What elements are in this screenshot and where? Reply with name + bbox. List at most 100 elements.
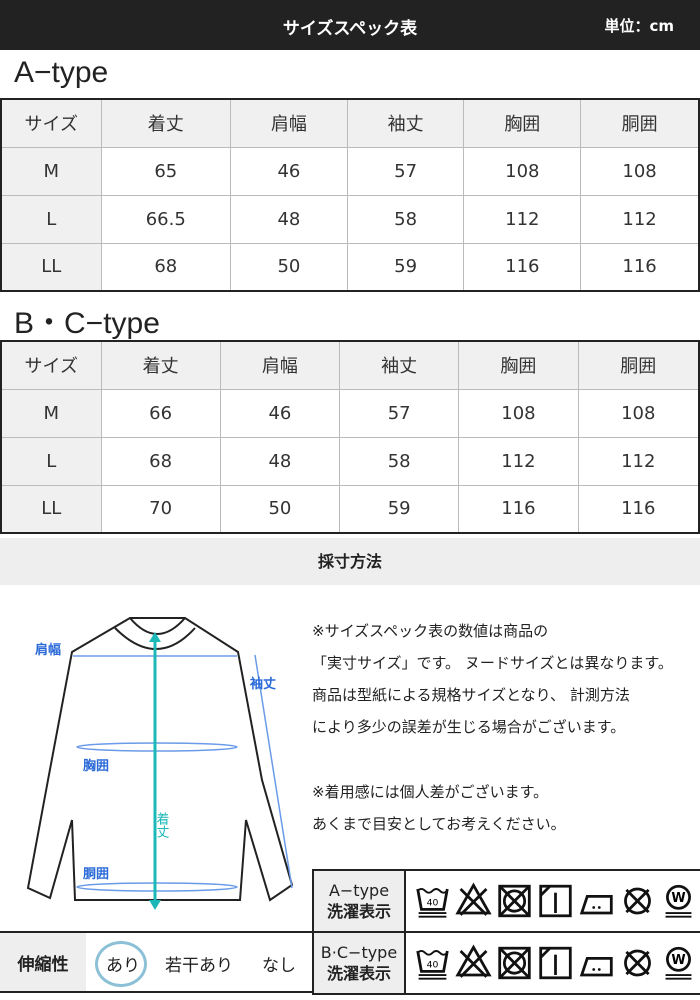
- cell-sleeve: 59: [339, 484, 460, 534]
- stretch-option-slight: 若干あり: [165, 956, 233, 976]
- no-dry-clean-icon: [624, 887, 651, 915]
- column-header-chest: 胸囲: [458, 340, 579, 390]
- table-row: LL 68 50 59 116 116: [0, 242, 700, 292]
- cell-size: M: [0, 388, 102, 438]
- cell-length: 70: [100, 484, 221, 534]
- wet-clean-gentle-icon: W: [665, 884, 692, 918]
- shoulder-label: 肩幅: [35, 642, 61, 658]
- wash-label: 洗濯表示: [326, 964, 391, 983]
- waist-label: 胴囲: [83, 867, 109, 882]
- table-row: L 68 48 58 112 112: [0, 436, 700, 486]
- cell-size: L: [0, 194, 102, 244]
- column-header-sleeve: 袖丈: [346, 98, 465, 148]
- cell-size: L: [0, 436, 102, 486]
- header: サイズスペック表 単位：cm: [0, 0, 700, 50]
- cell-length: 66.5: [100, 194, 232, 244]
- cell-sleeve: 59: [346, 242, 465, 292]
- column-header-sleeve: 袖丈: [339, 340, 460, 390]
- cell-sleeve: 58: [346, 194, 465, 244]
- line-dry-shade-icon: [539, 884, 572, 918]
- column-header-length: 着丈: [100, 340, 221, 390]
- svg-text:W: W: [671, 891, 685, 906]
- table-row: L 66.5 48 58 112 112: [0, 194, 700, 244]
- column-header-shoulder: 肩幅: [219, 340, 341, 390]
- cell-chest: 108: [458, 388, 579, 438]
- type-bc-label: B・C−type: [14, 307, 160, 340]
- column-header-length: 着丈: [100, 98, 232, 148]
- cell-length: 66: [100, 388, 221, 438]
- wash-label: 洗濯表示: [326, 902, 391, 921]
- line-dry-shade-icon: [539, 946, 572, 980]
- column-header-size: サイズ: [0, 340, 102, 390]
- wash-40-gentle-icon: 40: [416, 950, 449, 980]
- cell-length: 68: [100, 242, 232, 292]
- size-table-bc: サイズ 着丈 肩幅 袖丈 胸囲 胴囲 M 66 46 57 108 108 L 68 48 58 112 112 L…: [0, 340, 700, 534]
- type-a-label: A−type: [14, 56, 109, 89]
- stretch-label: 伸縮性: [0, 933, 86, 991]
- note-line: ※サイズスペック表の数値は商品の: [312, 622, 549, 640]
- note-line: ※着用感には個人差がございます。: [312, 783, 549, 801]
- cell-length: 65: [100, 146, 232, 196]
- chest-label: 胸囲: [83, 758, 109, 774]
- selected-circle: [95, 941, 147, 987]
- cell-waist: 116: [580, 242, 700, 292]
- cell-size: LL: [0, 242, 102, 292]
- wet-clean-gentle-icon: W: [665, 946, 692, 980]
- cell-chest: 112: [458, 436, 579, 486]
- cell-sleeve: 58: [339, 436, 460, 486]
- cell-size: M: [0, 146, 102, 196]
- note-line: あくまで目安としてお考えください。: [312, 815, 566, 833]
- no-dry-clean-icon: [624, 949, 651, 977]
- column-header-waist: 胴囲: [580, 98, 700, 148]
- size-table-a: サイズ 着丈 肩幅 袖丈 胸囲 胴囲 M 65 46 57 108 108 L 66.5 48 58 112 11…: [0, 98, 700, 292]
- table-row: M 65 46 57 108 108: [0, 146, 700, 196]
- table-header-row: サイズ 着丈 肩幅 袖丈 胸囲 胴囲: [0, 340, 700, 390]
- cell-waist: 108: [580, 146, 700, 196]
- cell-sleeve: 57: [346, 146, 465, 196]
- cell-size: LL: [0, 484, 102, 534]
- cell-sleeve: 57: [339, 388, 460, 438]
- wash-label-bc: B·C−type 洗濯表示: [312, 931, 406, 995]
- table-row: M 66 46 57 108 108: [0, 388, 700, 438]
- cell-shoulder: 50: [219, 484, 341, 534]
- cell-waist: 108: [577, 388, 700, 438]
- wash-icons-bc: 40 W: [406, 942, 700, 984]
- no-tumble-dry-icon: [498, 946, 531, 980]
- cell-chest: 116: [458, 484, 579, 534]
- cell-chest: 116: [463, 242, 582, 292]
- cell-waist: 112: [577, 436, 700, 486]
- no-bleach-icon: [455, 944, 492, 978]
- wash-table: A−type 洗濯表示 40 W B·C−type 洗濯表示 40 W: [312, 869, 700, 995]
- shirt-diagram: 肩幅 袖丈 胸囲 胴囲 着丈: [26, 617, 294, 910]
- svg-text:40: 40: [427, 960, 439, 971]
- length-label: 着丈: [154, 811, 170, 838]
- stretch-option-none: なし: [262, 956, 296, 976]
- cell-chest: 108: [463, 146, 582, 196]
- cell-shoulder: 46: [230, 146, 348, 196]
- page-title: サイズスペック表: [282, 19, 418, 39]
- wash-label-a: A−type 洗濯表示: [312, 869, 406, 933]
- svg-text:W: W: [671, 953, 685, 968]
- wash-type: A−type: [328, 881, 390, 900]
- no-bleach-icon: [455, 882, 492, 916]
- measure-title: 採寸方法: [0, 538, 700, 585]
- note-line: により多少の誤差が生じる場合がございます。: [312, 718, 626, 736]
- wash-40-gentle-icon: 40: [416, 888, 449, 918]
- cell-waist: 116: [577, 484, 700, 534]
- stretch-option-yes: あり: [106, 956, 140, 976]
- cell-shoulder: 50: [230, 242, 348, 292]
- column-header-size: サイズ: [0, 98, 102, 148]
- no-tumble-dry-icon: [498, 884, 531, 918]
- cell-waist: 112: [580, 194, 700, 244]
- column-header-chest: 胸囲: [463, 98, 582, 148]
- column-header-shoulder: 肩幅: [230, 98, 348, 148]
- wash-icons-a: 40 W: [406, 880, 700, 922]
- table-row: LL 70 50 59 116 116: [0, 484, 700, 534]
- note-line: 「実寸サイズ」です。 ヌードサイズとは異なります。: [312, 654, 673, 672]
- note-line: 商品は型紙による規格サイズとなり、 計測方法: [312, 686, 630, 704]
- column-header-waist: 胴囲: [577, 340, 700, 390]
- stretch-row: 伸縮性 あり 若干あり なし: [0, 931, 312, 993]
- iron-medium-icon: [579, 956, 613, 977]
- cell-chest: 112: [463, 194, 582, 244]
- table-header-row: サイズ 着丈 肩幅 袖丈 胸囲 胴囲: [0, 98, 700, 148]
